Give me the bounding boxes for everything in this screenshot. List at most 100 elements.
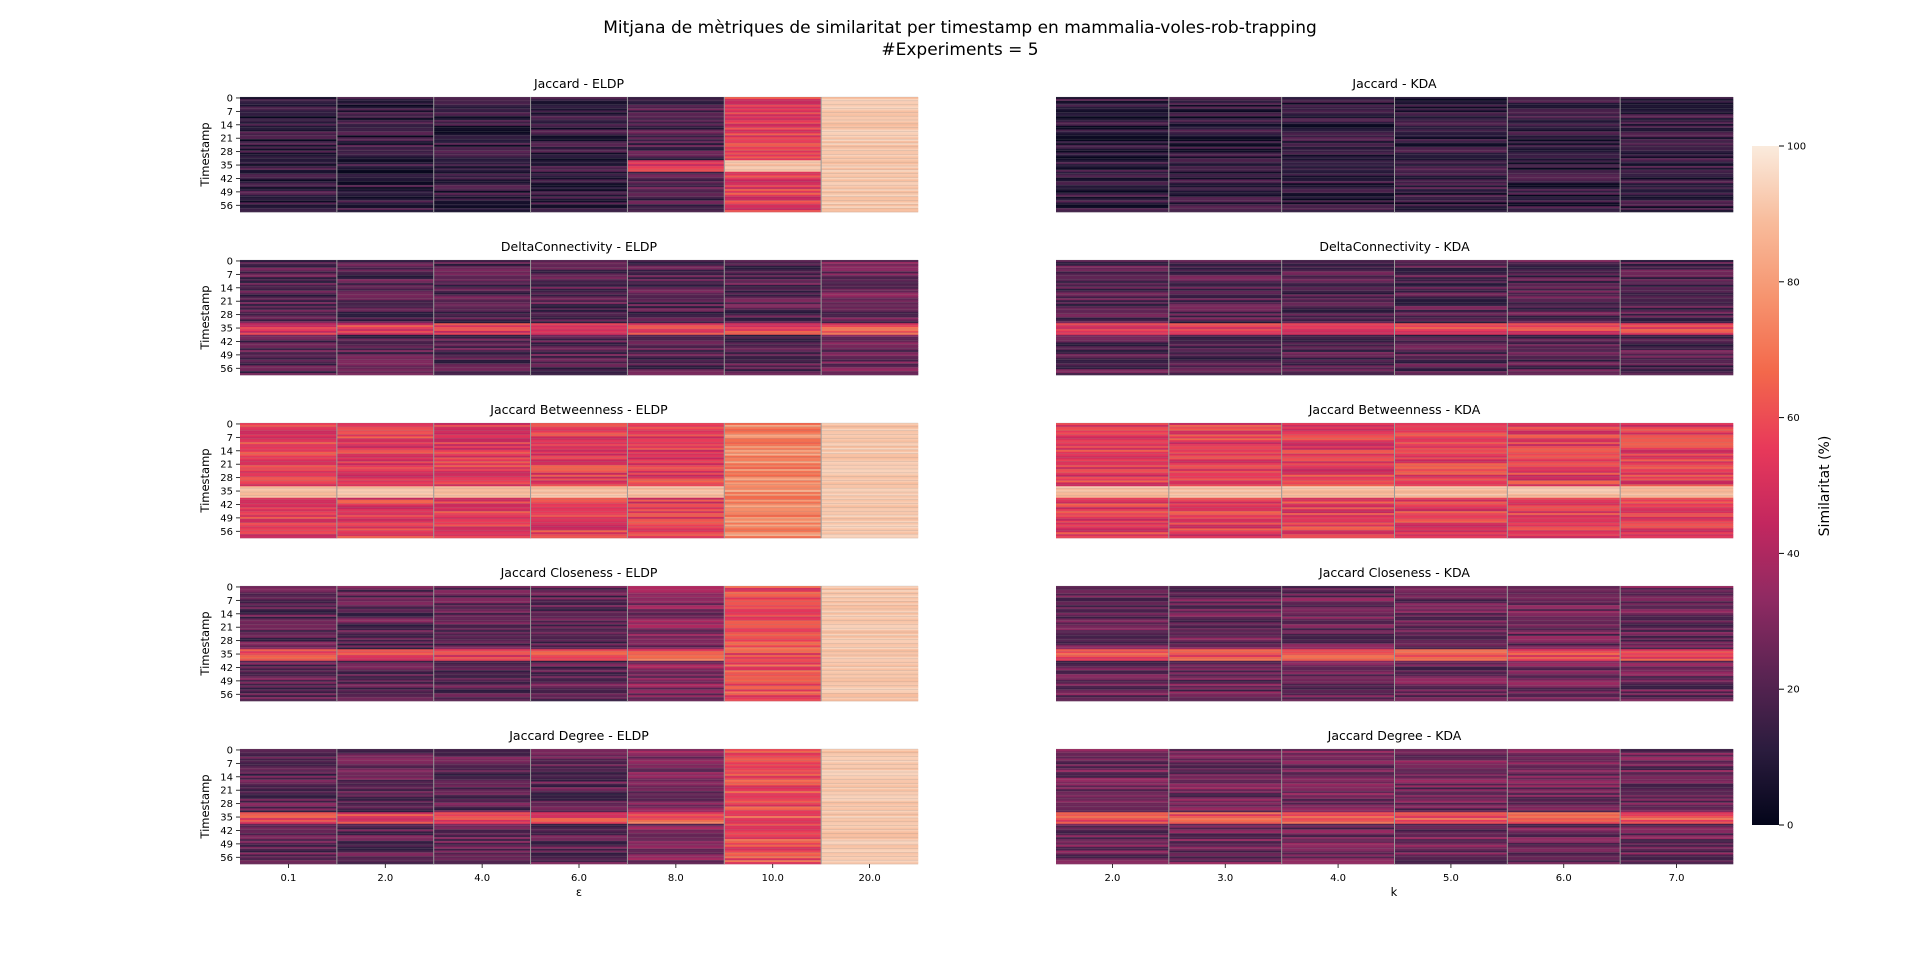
heatmap-cell xyxy=(1507,643,1621,646)
heatmap-cell xyxy=(530,141,628,144)
heatmap-cell xyxy=(1620,192,1734,196)
heatmap-cell xyxy=(530,835,628,838)
heatmap-cell xyxy=(1168,791,1282,794)
heatmap-cell xyxy=(1620,839,1734,842)
heatmap-cell xyxy=(1281,344,1395,347)
heatmap-cell xyxy=(1281,144,1395,148)
heatmap-cell xyxy=(627,844,725,848)
heatmap-cell xyxy=(627,200,725,203)
heatmap-cell xyxy=(1056,127,1170,130)
heatmap-cell xyxy=(627,835,725,838)
heatmap-cell xyxy=(627,791,725,794)
heatmap-cell xyxy=(336,166,435,169)
heatmap-cell xyxy=(1394,206,1508,209)
heatmap-cell xyxy=(1507,773,1621,777)
heatmap-cell xyxy=(821,522,919,525)
heatmap-cell xyxy=(1620,791,1734,794)
heatmap-cell xyxy=(433,819,531,823)
heatmap-cell xyxy=(433,633,531,637)
heatmap-cell xyxy=(433,785,531,788)
heatmap-cell xyxy=(1507,770,1621,773)
heatmap-cell xyxy=(1168,353,1282,357)
heatmap-cell xyxy=(1620,150,1734,153)
heatmap-cell xyxy=(240,133,338,136)
heatmap-cell xyxy=(1281,758,1395,761)
heatmap-cell xyxy=(530,593,628,596)
heatmap-cell xyxy=(724,100,822,104)
heatmap-cell xyxy=(821,609,919,612)
heatmap-cell xyxy=(1507,344,1621,347)
heatmap-cell xyxy=(240,526,338,529)
heatmap-cell xyxy=(530,334,628,337)
heatmap-cell xyxy=(821,603,919,606)
heatmap-cell xyxy=(336,455,435,458)
heatmap-cell xyxy=(627,137,725,140)
heatmap-cell xyxy=(627,586,725,589)
heatmap-cell xyxy=(1507,106,1621,109)
heatmap-cell xyxy=(336,309,435,313)
heatmap-cell xyxy=(724,764,822,767)
heatmap-cell xyxy=(530,185,628,188)
heatmap-cell xyxy=(240,497,338,500)
heatmap-cell xyxy=(627,302,725,305)
heatmap-cell xyxy=(433,146,531,150)
heatmap-cell xyxy=(240,764,338,767)
heatmap-cell xyxy=(433,635,531,639)
heatmap-cell xyxy=(336,261,435,265)
heatmap-cell xyxy=(627,300,725,303)
eldp-x-axis-label: ε xyxy=(576,885,582,899)
heatmap-cell xyxy=(821,179,919,182)
heatmap-cell xyxy=(1507,143,1621,146)
heatmap-cell xyxy=(530,841,628,844)
heatmap-cell xyxy=(1394,620,1508,623)
heatmap-cell xyxy=(1056,787,1170,790)
heatmap-cell xyxy=(1281,662,1395,665)
heatmap-cell xyxy=(724,104,822,107)
heatmap-cell xyxy=(1281,332,1395,336)
heatmap-cell xyxy=(1394,691,1508,694)
heatmap-cell xyxy=(1507,353,1621,357)
heatmap-cell xyxy=(1507,118,1621,121)
heatmap-cell xyxy=(530,816,628,819)
heatmap-cell xyxy=(240,472,338,476)
heatmap-cell xyxy=(1620,752,1734,756)
heatmap-cell xyxy=(627,595,725,598)
heatmap-cell xyxy=(1507,831,1621,834)
heatmap-cell xyxy=(1168,656,1282,660)
heatmap-cell xyxy=(433,451,531,454)
heatmap-cell xyxy=(433,660,531,663)
heatmap-cell xyxy=(1056,469,1170,472)
heatmap-cell xyxy=(240,798,338,802)
heatmap-cell xyxy=(336,689,435,692)
heatmap-cell xyxy=(240,325,338,328)
heatmap-cell xyxy=(1168,509,1282,512)
heatmap-cell xyxy=(724,643,822,646)
heatmap-cell xyxy=(240,589,338,593)
heatmap-cell xyxy=(1394,164,1508,167)
heatmap-cell xyxy=(336,831,435,834)
heatmap-cell xyxy=(240,823,338,826)
heatmap-cell xyxy=(1168,334,1282,337)
heatmap-cell xyxy=(1394,319,1508,322)
heatmap-panel: DeltaConnectivity - KDA xyxy=(1056,239,1734,376)
heatmap-cell xyxy=(240,321,338,324)
heatmap-cell xyxy=(530,190,628,194)
heatmap-cell xyxy=(821,770,919,773)
heatmap-cell xyxy=(724,428,822,431)
heatmap-cell xyxy=(1281,474,1395,477)
heatmap-cell xyxy=(433,687,531,690)
heatmap-cell xyxy=(1056,641,1170,644)
heatmap-cell xyxy=(336,323,435,326)
heatmap-cell xyxy=(1507,189,1621,192)
heatmap-cell xyxy=(1620,679,1734,683)
heatmap-cell xyxy=(1281,816,1395,819)
x-tick-label: 2.0 xyxy=(1104,873,1120,884)
heatmap-cell xyxy=(821,497,919,500)
heatmap-cell xyxy=(530,509,628,512)
heatmap-cell xyxy=(433,350,531,353)
heatmap-cell xyxy=(1394,678,1508,681)
heatmap-cell xyxy=(1056,260,1170,263)
heatmap-cell xyxy=(821,793,919,796)
heatmap-cell xyxy=(821,595,919,598)
heatmap-cell xyxy=(627,526,725,529)
